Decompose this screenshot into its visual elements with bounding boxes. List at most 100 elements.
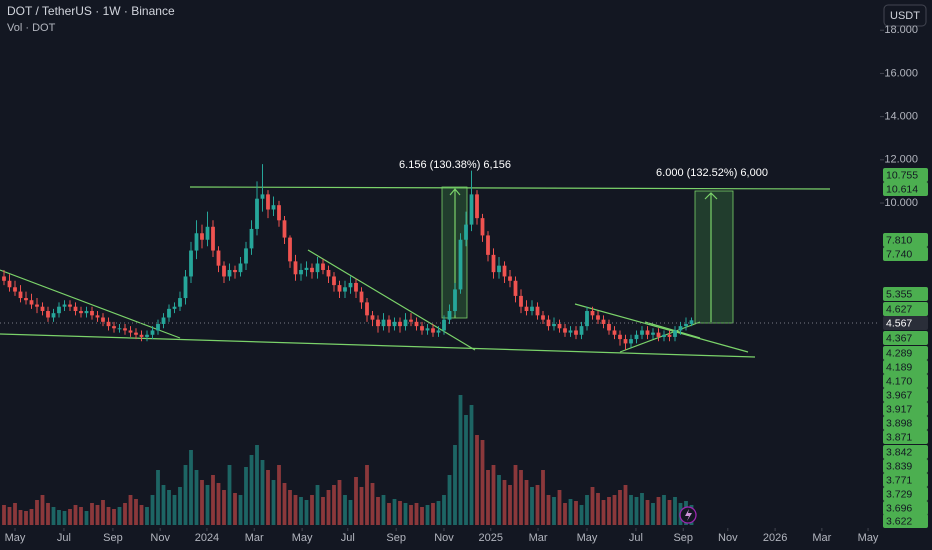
candle-body [288, 237, 292, 262]
volume-bar [332, 485, 336, 525]
volume-bar [35, 500, 39, 525]
volume-bar [629, 495, 633, 525]
trend-line [307, 249, 476, 351]
measure-box [694, 190, 734, 324]
volume-bar [541, 470, 545, 525]
volume-bar [590, 487, 595, 525]
candle-body [200, 233, 204, 240]
candle-body [123, 328, 127, 331]
candle-body [112, 326, 116, 329]
candle-body [475, 194, 479, 219]
volume-bar [156, 470, 160, 525]
volume-bar [315, 485, 320, 525]
candle-body [376, 319, 380, 327]
volume-bar [557, 490, 562, 525]
volume-bar [90, 503, 94, 525]
volume-bar [491, 465, 496, 525]
volume-bar [568, 499, 573, 525]
price-tag-label: 3.696 [886, 502, 912, 514]
candle-body [651, 332, 655, 335]
trend-line [574, 303, 749, 353]
trend-line [619, 321, 701, 353]
volume-bar [172, 495, 177, 525]
x-tick-label: May [292, 532, 313, 544]
measure-label: 6.156 (130.38%) 6,156 [399, 159, 511, 171]
candle-body [447, 311, 452, 320]
volume-bar [667, 500, 672, 525]
volume-bar [227, 465, 232, 525]
volume-bar [255, 445, 259, 525]
volume-bar [145, 507, 149, 525]
volume-bar [84, 511, 89, 525]
volume-bar [123, 503, 127, 525]
x-tick-label: May [858, 532, 879, 544]
volume-bar [381, 495, 386, 525]
candle-body [18, 291, 23, 299]
volume-bar [205, 485, 210, 525]
currency-button-label[interactable]: USDT [890, 10, 920, 22]
volume-bar [623, 485, 628, 525]
candle-body [189, 250, 193, 277]
volume-bar [13, 503, 17, 525]
candle-body [299, 269, 303, 275]
candle-body [673, 330, 677, 337]
candle-body [409, 319, 413, 322]
volume-bar [271, 480, 276, 525]
x-tick-label: Sep [673, 532, 693, 544]
volume-bar [321, 497, 325, 525]
x-tick-label: 2024 [195, 532, 219, 544]
volume-bar [458, 395, 463, 525]
volume-bar [552, 497, 556, 525]
volume-bar [178, 487, 182, 525]
x-tick-label: Sep [386, 532, 406, 544]
candle-body [216, 250, 221, 266]
volume-bar [112, 509, 116, 525]
candle-body [568, 330, 573, 333]
price-tag-label: 3.622 [886, 515, 912, 527]
volume-bar [513, 465, 518, 525]
volume-bar [524, 480, 529, 525]
volume-bar [442, 495, 446, 525]
candle-body [348, 282, 353, 288]
candle-body [497, 265, 501, 273]
candle-body [117, 328, 122, 330]
x-tick-label: Mar [812, 532, 831, 544]
candle-body [365, 302, 369, 316]
candle-body [178, 298, 182, 307]
volume-bar [128, 495, 133, 525]
candle-body [596, 315, 600, 320]
measure-label: 6.000 (132.52%) 6,000 [656, 167, 768, 179]
candle-body [337, 285, 342, 292]
currency-button[interactable] [883, 4, 927, 27]
candle-body [689, 320, 694, 324]
volume-bar [7, 507, 12, 525]
candle-body [530, 306, 534, 312]
candles [2, 164, 694, 350]
candle-body [134, 332, 138, 335]
volume-bar [95, 505, 100, 525]
candle-body [623, 339, 628, 344]
volume-bar [106, 507, 111, 525]
price-tag-label: 3.871 [886, 431, 912, 443]
x-tick-label: May [577, 532, 598, 544]
volume-bar [574, 501, 578, 525]
volume-bar [211, 475, 215, 525]
volume-bar [601, 500, 606, 525]
price-tag-label: 3.771 [886, 474, 912, 486]
candle-body [205, 226, 210, 240]
price-tag [883, 331, 928, 345]
candle-body [277, 205, 281, 221]
symbol-title: DOT / TetherUS · 1W · Binance [7, 4, 175, 18]
candle-body [255, 198, 259, 229]
volume-title: Vol · DOT [7, 22, 56, 34]
volume-bar [469, 405, 474, 525]
volume-bar [167, 490, 171, 525]
price-tag [883, 374, 928, 388]
volume-bar [24, 511, 28, 525]
y-tick-label: 12.000 [884, 154, 918, 166]
candle-body [139, 334, 144, 337]
volume-bar [310, 495, 314, 525]
volume-bar [73, 505, 78, 525]
price-tag [883, 302, 928, 316]
